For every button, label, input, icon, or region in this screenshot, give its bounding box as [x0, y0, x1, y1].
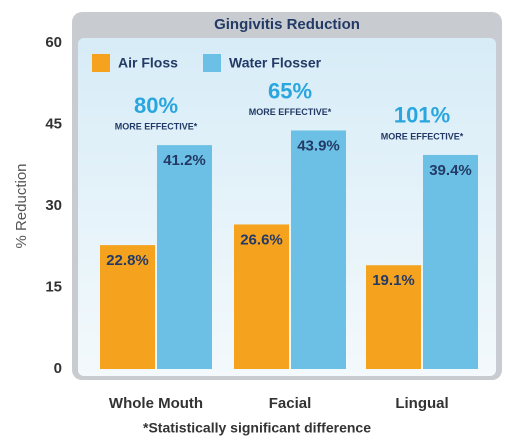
value-label: 26.6%: [240, 231, 283, 248]
bar: [100, 245, 155, 369]
bar: [366, 265, 421, 369]
bar: [234, 224, 289, 369]
y-tick-label: 60: [45, 34, 62, 51]
bar: [291, 130, 346, 369]
value-label: 41.2%: [163, 152, 206, 169]
x-tick-label: Lingual: [395, 395, 448, 412]
annotation-value: 101%: [394, 103, 450, 128]
value-label: 39.4%: [429, 162, 472, 179]
x-tick-label: Whole Mouth: [109, 395, 203, 412]
legend-label: Air Floss: [118, 55, 178, 71]
footnote: *Statistically significant difference: [143, 420, 371, 436]
y-tick-label: 45: [45, 115, 62, 132]
value-label: 19.1%: [372, 272, 415, 289]
annotation-value: 80%: [134, 93, 178, 118]
annotation-text: MORE EFFECTIVE*: [381, 131, 464, 141]
legend-swatch: [92, 54, 110, 72]
annotation-text: MORE EFFECTIVE*: [115, 122, 198, 132]
bar: [423, 154, 478, 369]
y-axis-label: % Reduction: [13, 163, 30, 248]
annotation-text: MORE EFFECTIVE*: [249, 107, 332, 117]
annotation-value: 65%: [268, 78, 312, 103]
y-tick-label: 30: [45, 197, 62, 214]
legend-label: Water Flosser: [229, 55, 322, 71]
chart-title: Gingivitis Reduction: [214, 16, 360, 33]
legend-swatch: [203, 54, 221, 72]
x-tick-label: Facial: [269, 395, 312, 412]
value-label: 43.9%: [297, 137, 340, 154]
y-tick-label: 0: [54, 360, 62, 377]
value-label: 22.8%: [106, 252, 149, 269]
y-tick-label: 15: [45, 278, 62, 295]
bar: [157, 145, 212, 369]
